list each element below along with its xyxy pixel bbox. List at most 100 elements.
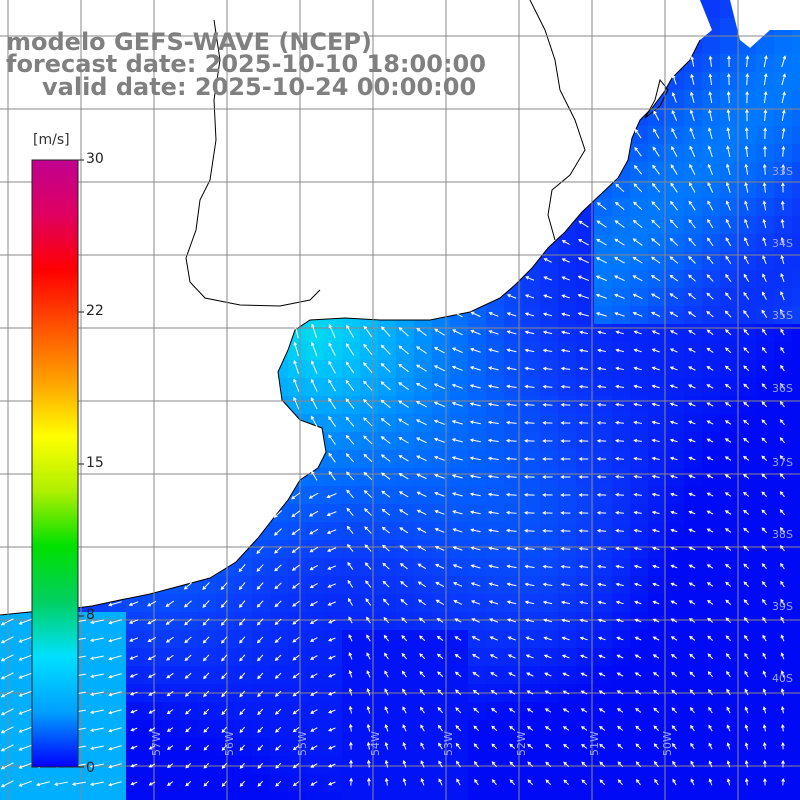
wind-arrow: [689, 511, 696, 515]
wind-arrow-head: [383, 616, 388, 621]
wind-arrow: [130, 691, 138, 696]
wind-arrow: [506, 440, 517, 442]
wind-arrow-head: [727, 55, 731, 60]
wind-arrow-head: [398, 473, 403, 477]
wind-arrow: [579, 404, 589, 406]
wind-arrow: [743, 474, 750, 479]
wind-arrow-head: [596, 546, 601, 551]
wind-arrow-head: [489, 654, 494, 658]
wind-arrow-head: [708, 109, 712, 114]
wind-arrow: [725, 274, 732, 282]
wind-arrow: [745, 743, 749, 750]
wind-arrow-head: [366, 670, 370, 675]
wind-arrow-head: [671, 689, 676, 694]
wind-arrow: [780, 437, 785, 444]
wind-arrow-head: [743, 383, 748, 388]
wind-arrow: [651, 312, 661, 317]
wind-arrow: [166, 672, 174, 679]
wind-arrow-head: [761, 309, 766, 314]
wind-arrow-head: [345, 434, 350, 439]
wind-arrow: [292, 600, 300, 607]
wind-arrow: [782, 724, 784, 732]
wind-arrow-head: [706, 420, 711, 424]
wind-arrow: [203, 654, 210, 661]
wind-arrow: [617, 708, 624, 713]
wind-arrow-head: [506, 600, 511, 605]
wind-arrow-head: [345, 361, 350, 366]
wind-arrow: [416, 364, 427, 372]
wind-arrow: [635, 708, 642, 713]
wind-arrow: [257, 762, 264, 769]
wind-arrow-head: [328, 397, 332, 402]
wind-arrow: [744, 689, 749, 696]
wind-arrow-head: [652, 618, 657, 623]
wind-arrow: [761, 491, 768, 498]
wind-arrow: [561, 548, 571, 550]
wind-arrow: [725, 510, 732, 515]
wind-arrow: [596, 294, 607, 299]
wind-arrow-head: [578, 582, 583, 587]
wind-arrow-head: [402, 724, 406, 729]
wind-arrow: [275, 618, 282, 625]
wind-arrow: [257, 708, 264, 715]
wind-arrow: [310, 655, 318, 660]
wind-arrow: [781, 688, 785, 696]
wind-arrow: [293, 690, 300, 697]
wind-arrow-head: [275, 764, 279, 769]
wind-arrow-head: [706, 255, 711, 260]
wind-arrow: [743, 402, 750, 407]
wind-arrow-head: [706, 310, 711, 315]
wind-arrow: [743, 528, 750, 533]
wind-arrow-head: [706, 402, 711, 406]
wind-arrow: [293, 726, 300, 733]
wind-arrow-head: [545, 761, 550, 766]
wind-arrow-head: [433, 365, 438, 369]
wind-arrow-head: [274, 585, 279, 590]
wind-arrow-head: [545, 779, 550, 784]
wind-arrow: [781, 653, 785, 660]
wind-arrow: [239, 744, 246, 751]
wind-arrow-head: [724, 329, 729, 333]
wind-arrow: [689, 600, 696, 605]
lat-label: 35S: [772, 309, 793, 322]
wind-arrow: [653, 636, 660, 641]
wind-arrow: [363, 454, 373, 463]
wind-arrow: [167, 781, 174, 786]
wind-arrow-head: [523, 475, 528, 479]
wind-arrow: [691, 56, 695, 67]
wind-arrow-head: [524, 420, 529, 425]
wind-arrow: [689, 475, 696, 479]
wind-arrow-head: [542, 475, 547, 479]
wind-arrow: [347, 580, 354, 588]
wind-arrow-head: [399, 527, 404, 531]
wind-arrow-head: [328, 674, 333, 678]
wind-arrow: [1, 654, 14, 662]
wind-arrow-head: [434, 491, 439, 496]
wind-arrow-head: [524, 348, 529, 353]
wind-arrow-head: [725, 599, 730, 604]
wind-arrow-head: [671, 725, 676, 729]
colorbar-tick-0: 0: [86, 760, 95, 776]
wind-arrow-head: [597, 618, 602, 623]
wind-arrow: [221, 600, 228, 608]
wind-arrow: [634, 330, 642, 335]
wind-arrow-head: [416, 346, 420, 350]
wind-arrow: [490, 654, 498, 659]
wind-arrow-head: [346, 489, 350, 494]
wind-arrow-head: [508, 672, 513, 676]
wind-arrow: [545, 726, 552, 731]
wind-arrow-head: [328, 710, 333, 714]
wind-arrow: [579, 386, 589, 388]
wind-arrow: [562, 240, 570, 245]
wind-arrow-head: [669, 456, 674, 461]
wind-arrow: [384, 635, 389, 642]
wind-arrow-head: [256, 568, 261, 572]
wind-arrow: [525, 619, 535, 623]
wind-arrow-head: [544, 708, 549, 712]
wind-arrow: [780, 347, 785, 354]
wind-arrow-head: [688, 546, 693, 551]
wind-arrows: [0, 55, 787, 788]
wind-arrow: [149, 709, 156, 714]
wind-arrow: [455, 636, 462, 641]
